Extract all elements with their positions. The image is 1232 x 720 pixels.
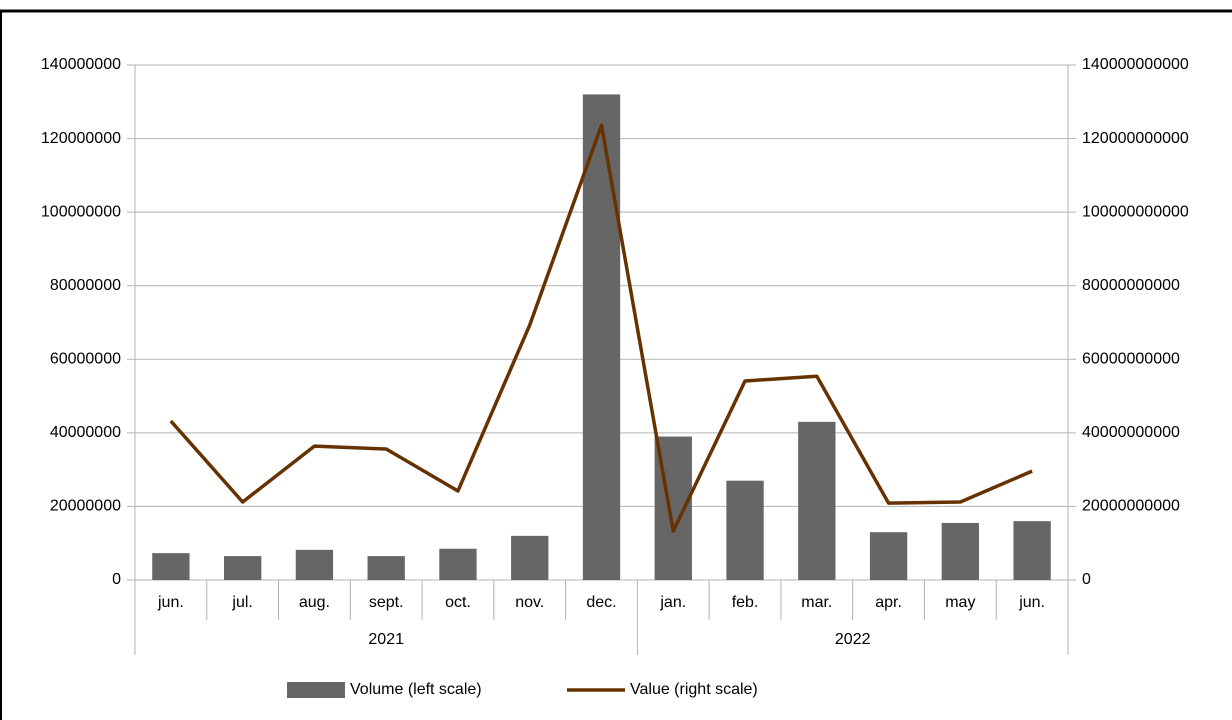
x-tick-label: sept. <box>369 594 404 611</box>
x-tick-label: dec. <box>586 594 616 611</box>
bar <box>367 556 405 580</box>
x-tick-label: jun. <box>157 594 184 611</box>
x-tick-label: jan. <box>659 594 686 611</box>
x-tick-label: jul. <box>231 594 252 611</box>
bar <box>223 556 262 580</box>
y-tick-label: 40000000 <box>50 424 121 441</box>
y-tick-label: 120000000 <box>41 130 121 147</box>
bar <box>582 94 621 580</box>
bar <box>511 535 549 580</box>
y-tick-label: 60000000 <box>50 351 121 368</box>
x-tick-label: nov. <box>515 594 544 611</box>
x-tick-label: feb. <box>732 594 759 611</box>
legend-label: Volume (left scale) <box>350 681 482 698</box>
bar <box>869 532 908 580</box>
x-tick-label: apr. <box>875 594 902 611</box>
y2-tick-label: 60000000000 <box>1082 351 1180 368</box>
y2-tick-label: 120000000000 <box>1082 130 1189 147</box>
group-label: 2022 <box>835 631 871 648</box>
x-tick-label: jun. <box>1018 594 1045 611</box>
line <box>169 123 1033 533</box>
legend-swatch <box>287 682 345 698</box>
bar <box>295 549 334 580</box>
bar <box>1013 521 1051 580</box>
y-tick-label: 20000000 <box>50 498 121 515</box>
bar <box>439 548 477 580</box>
y-tick-label: 140000000 <box>41 56 121 73</box>
bar <box>798 421 836 580</box>
x-tick-label: oct. <box>445 594 471 611</box>
legend-label: Value (right scale) <box>630 681 758 698</box>
bar <box>726 480 764 580</box>
bar <box>941 522 980 580</box>
x-tick-label: aug. <box>299 594 330 611</box>
y2-tick-label: 140000000000 <box>1082 56 1189 73</box>
bar <box>152 553 190 580</box>
x-tick-label: mar. <box>801 594 832 611</box>
y2-tick-label: 20000000000 <box>1082 498 1180 515</box>
group-label: 2021 <box>368 631 404 648</box>
y2-tick-label: 100000000000 <box>1082 203 1189 220</box>
y-tick-label: 100000000 <box>41 203 121 220</box>
y-tick-label: 80000000 <box>50 277 121 294</box>
y2-tick-label: 80000000000 <box>1082 277 1180 294</box>
y2-tick-label: 0 <box>1082 571 1091 588</box>
y2-tick-label: 40000000000 <box>1082 424 1180 441</box>
x-tick-label: may <box>945 594 975 611</box>
y-tick-label: 0 <box>112 571 121 588</box>
